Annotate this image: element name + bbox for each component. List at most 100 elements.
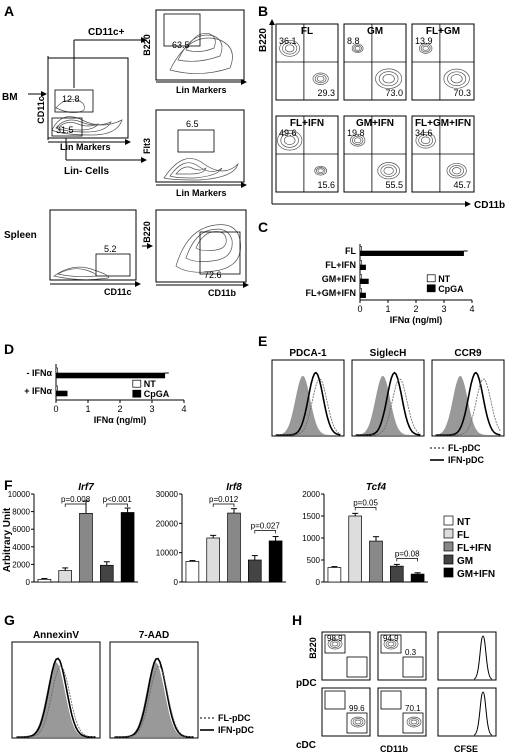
gate-spleen-cd11c [95,253,131,277]
histogram-title: 7-AAD [139,630,170,641]
category-label: - IFNα [26,368,52,378]
tick-label: 1 [385,304,390,314]
category-label: + IFNα [24,386,52,396]
axis-label-lin: Lin Markers [176,85,227,95]
gate-value: 0.3 [405,648,417,657]
tick-label: 1000 [302,534,320,543]
axis-label-lin: Lin Markers [176,188,227,198]
gate-value: 31.5 [56,125,74,135]
bar [206,537,220,583]
legend-label: NT [144,379,156,389]
subplot-title: Irf7 [78,482,94,493]
tick-label: 0 [174,578,179,587]
tick-label: 4 [181,404,186,414]
lin-neg-label: Lin- Cells [64,166,109,177]
p-value: p=0.012 [209,495,239,504]
category-label: FL [345,246,356,256]
histogram-title: PDCA-1 [289,348,327,359]
panel-c-chart: 0 1 2 3 4 IFNα (ng/ml) FL FL+IFN GM+IFN FL+GM+IFN… [305,244,475,325]
histogram-title: CCR9 [454,348,482,359]
quadrant-value: 45.7 [453,180,471,190]
histogram-title: SiglecH [370,348,407,359]
legend-label: FL-pDC [448,443,481,453]
bar [55,390,68,397]
legend-label: NT [438,274,450,284]
bar [359,264,366,270]
gate-value: 63.5 [172,40,190,50]
bar [327,567,342,583]
axis-label-b220: B220 [142,34,152,56]
bar [359,260,362,266]
quadrant-value: 29.3 [317,88,335,98]
tick-label: 1500 [302,512,320,521]
gate-lin-neg [51,117,83,137]
axis-label: CFSE [454,744,478,754]
bar [410,573,425,583]
bar [390,565,404,583]
bar [100,564,114,583]
legend-swatch [132,389,142,398]
panel-label-f: F [4,477,13,493]
tick-label: 0 [357,304,362,314]
quadrant-value: 34.6 [415,128,433,138]
tick-label: 4 [469,304,474,314]
tick-label: 0 [316,578,321,587]
bar [359,250,464,256]
spleen-label: Spleen [4,230,37,241]
tick-label: 2 [117,404,122,414]
bm-label: BM [2,92,18,103]
p-value: p=0.05 [353,498,378,507]
axis-label-cd11b: CD11b [474,200,505,211]
panel-label-b: B [258,3,268,19]
gate-value: 94.9 [383,634,399,643]
row-label: pDC [296,678,317,689]
quadrant-value: 13.9 [415,36,433,46]
plot-title: GM [367,26,383,37]
gate-cd11c [54,89,94,113]
quadrant-value: 8.8 [347,36,360,46]
bar [268,540,283,583]
spleen-b220-plot [155,209,247,283]
plot-title: FL [301,26,313,37]
h-plot [377,687,427,737]
cd11c-pos-label: CD11c+ [88,27,125,38]
legend-label: IFN-pDC [218,725,254,735]
bar [58,570,72,583]
axis-label-cd11b: CD11b [208,288,237,298]
legend-label: IFN-pDC [448,455,484,465]
legend-label: GM [457,556,473,567]
plot-title: FL+GM [426,26,460,37]
category-label: FL+GM+IFN [305,288,356,298]
gate-value: 72.6 [204,270,222,280]
legend-swatch [443,541,454,552]
bar [120,512,135,583]
bar [55,385,58,392]
plot-title: FL+GM+IFN [415,118,471,129]
tick-label: 3 [149,404,154,414]
tick-label: 10000 [156,549,179,558]
subplot-title: Tcf4 [366,482,387,493]
tick-label: 2000 [12,560,30,569]
p-value: p=0.08 [395,549,420,558]
quadrant-value: 73.0 [385,88,403,98]
quadrant-value: 70.3 [453,88,471,98]
panel-label-a: A [4,3,14,19]
bar [359,288,362,294]
plot-title: GM+IFN [356,118,394,129]
tick-label: 4000 [12,543,30,552]
legend-swatch [443,554,454,565]
spleen-cd11c-plot [49,209,137,281]
gate-value: 6.5 [186,119,199,129]
legend-swatch [443,515,454,526]
bar [185,561,200,583]
gate-flt3 [177,129,215,153]
row-label: cDC [296,740,316,751]
category-label: FL+IFN [325,260,356,270]
tick-label: 0 [26,578,31,587]
gate-value: 5.2 [104,244,117,254]
panel-f-charts: Arbitrary UnitIrf70200040006000800010000… [2,482,495,587]
bar [227,512,241,583]
tick-label: 30000 [156,490,179,499]
axis-label: Arbitrary Unit [2,507,13,572]
